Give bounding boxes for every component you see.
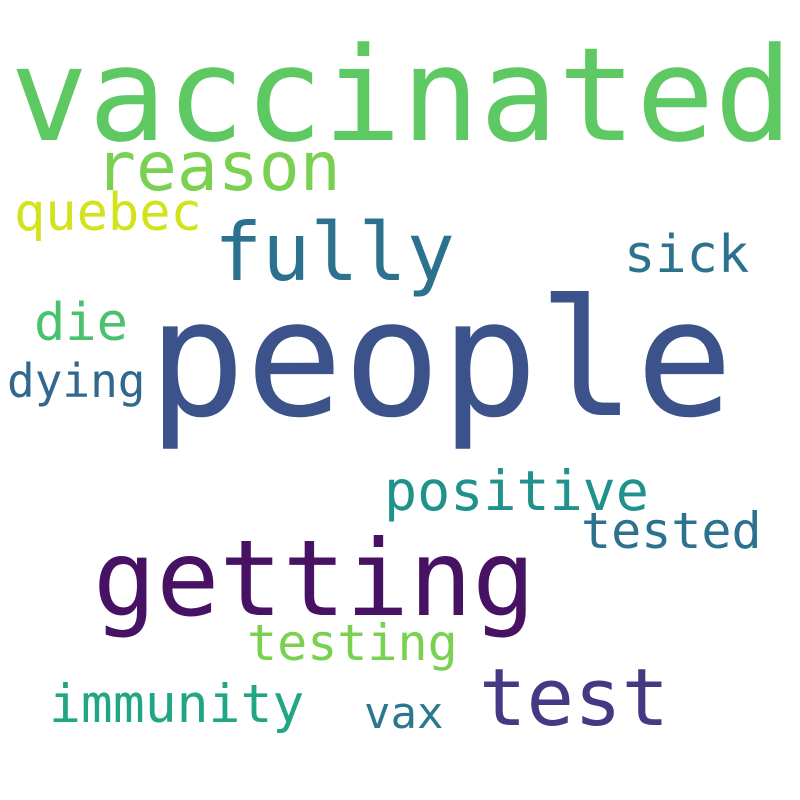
- word: immunity: [49, 674, 304, 735]
- word: vax: [364, 688, 443, 739]
- word: test: [479, 652, 669, 744]
- word: tested: [581, 502, 762, 560]
- word: fully: [214, 206, 455, 299]
- word: testing: [247, 614, 458, 672]
- word: positive: [384, 459, 649, 523]
- word: die: [34, 293, 128, 353]
- word: quebec: [14, 183, 202, 243]
- word: dying: [7, 354, 145, 408]
- word: getting: [93, 518, 536, 640]
- word: reason: [95, 128, 341, 207]
- word: people: [148, 266, 733, 454]
- word: sick: [624, 225, 749, 285]
- word: vaccinated: [10, 19, 793, 171]
